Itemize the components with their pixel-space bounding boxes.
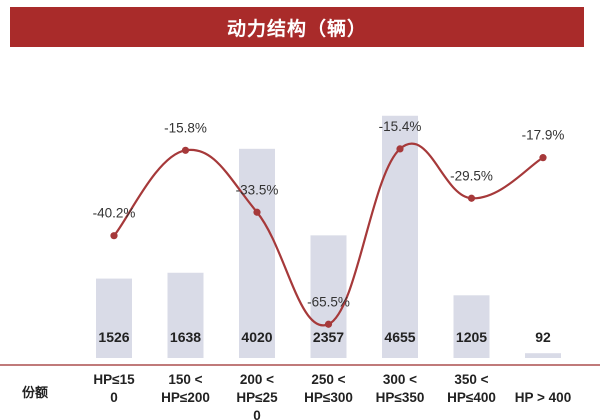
count-label: 1526 xyxy=(98,329,129,345)
line-point xyxy=(324,320,333,328)
category-label: 250 < xyxy=(311,372,345,387)
category-labels: HP≤15 0 150 < HP≤200 200 < HP≤25 0 250 < HP≤300 3… xyxy=(93,372,571,420)
category-label: 350 < xyxy=(454,372,488,387)
change-rate-label: -65.5% xyxy=(307,294,350,309)
change-rate-label: -15.4% xyxy=(379,119,422,134)
line-point xyxy=(396,145,404,153)
change-rate-points xyxy=(110,145,547,328)
bar xyxy=(382,115,418,358)
category-label: HP≤200 xyxy=(161,390,210,405)
count-label: 2357 xyxy=(313,329,344,345)
count-label: 1205 xyxy=(456,329,487,345)
change-rate-labels: -40.2% -15.8% -33.5% -65.5% -15.4% -29.5% -17.… xyxy=(93,119,565,309)
change-rate-label: -40.2% xyxy=(93,206,136,221)
row-label: 份额 xyxy=(22,385,48,401)
count-label: 4020 xyxy=(241,329,272,345)
count-label: 4655 xyxy=(384,329,415,345)
count-label: 92 xyxy=(535,329,551,345)
change-rate-label: -33.5% xyxy=(236,182,279,197)
chart-title: 动力结构（辆） xyxy=(10,7,584,47)
category-label: HP≤300 xyxy=(304,390,353,405)
category-label: HP≤400 xyxy=(447,390,496,405)
count-label: 1638 xyxy=(170,329,201,345)
line-point xyxy=(110,232,118,240)
category-label: 0 xyxy=(110,390,118,405)
category-label: HP≤15 xyxy=(93,372,135,387)
change-rate-label: -15.8% xyxy=(164,120,207,135)
category-label: 300 < xyxy=(383,372,417,387)
change-rate-label: -29.5% xyxy=(450,168,493,183)
category-label: 150 < xyxy=(168,372,202,387)
category-label: HP≤25 xyxy=(236,390,278,405)
line-point xyxy=(253,208,261,216)
bar xyxy=(96,278,132,358)
bar xyxy=(453,295,490,358)
line-point xyxy=(181,146,190,154)
bar xyxy=(525,353,561,358)
bar-series xyxy=(96,115,561,358)
line-point xyxy=(467,194,476,202)
category-label: 0 xyxy=(253,408,261,420)
bar xyxy=(310,235,347,358)
bar xyxy=(239,148,275,358)
category-label: 200 < xyxy=(240,372,274,387)
line-point xyxy=(539,154,547,162)
category-label: HP > 400 xyxy=(515,390,571,405)
category-label: HP≤350 xyxy=(376,390,425,405)
count-labels: 1526 1638 4020 2357 4655 1205 92 xyxy=(98,329,551,345)
bar xyxy=(167,272,204,358)
change-rate-label: -17.9% xyxy=(522,128,565,143)
